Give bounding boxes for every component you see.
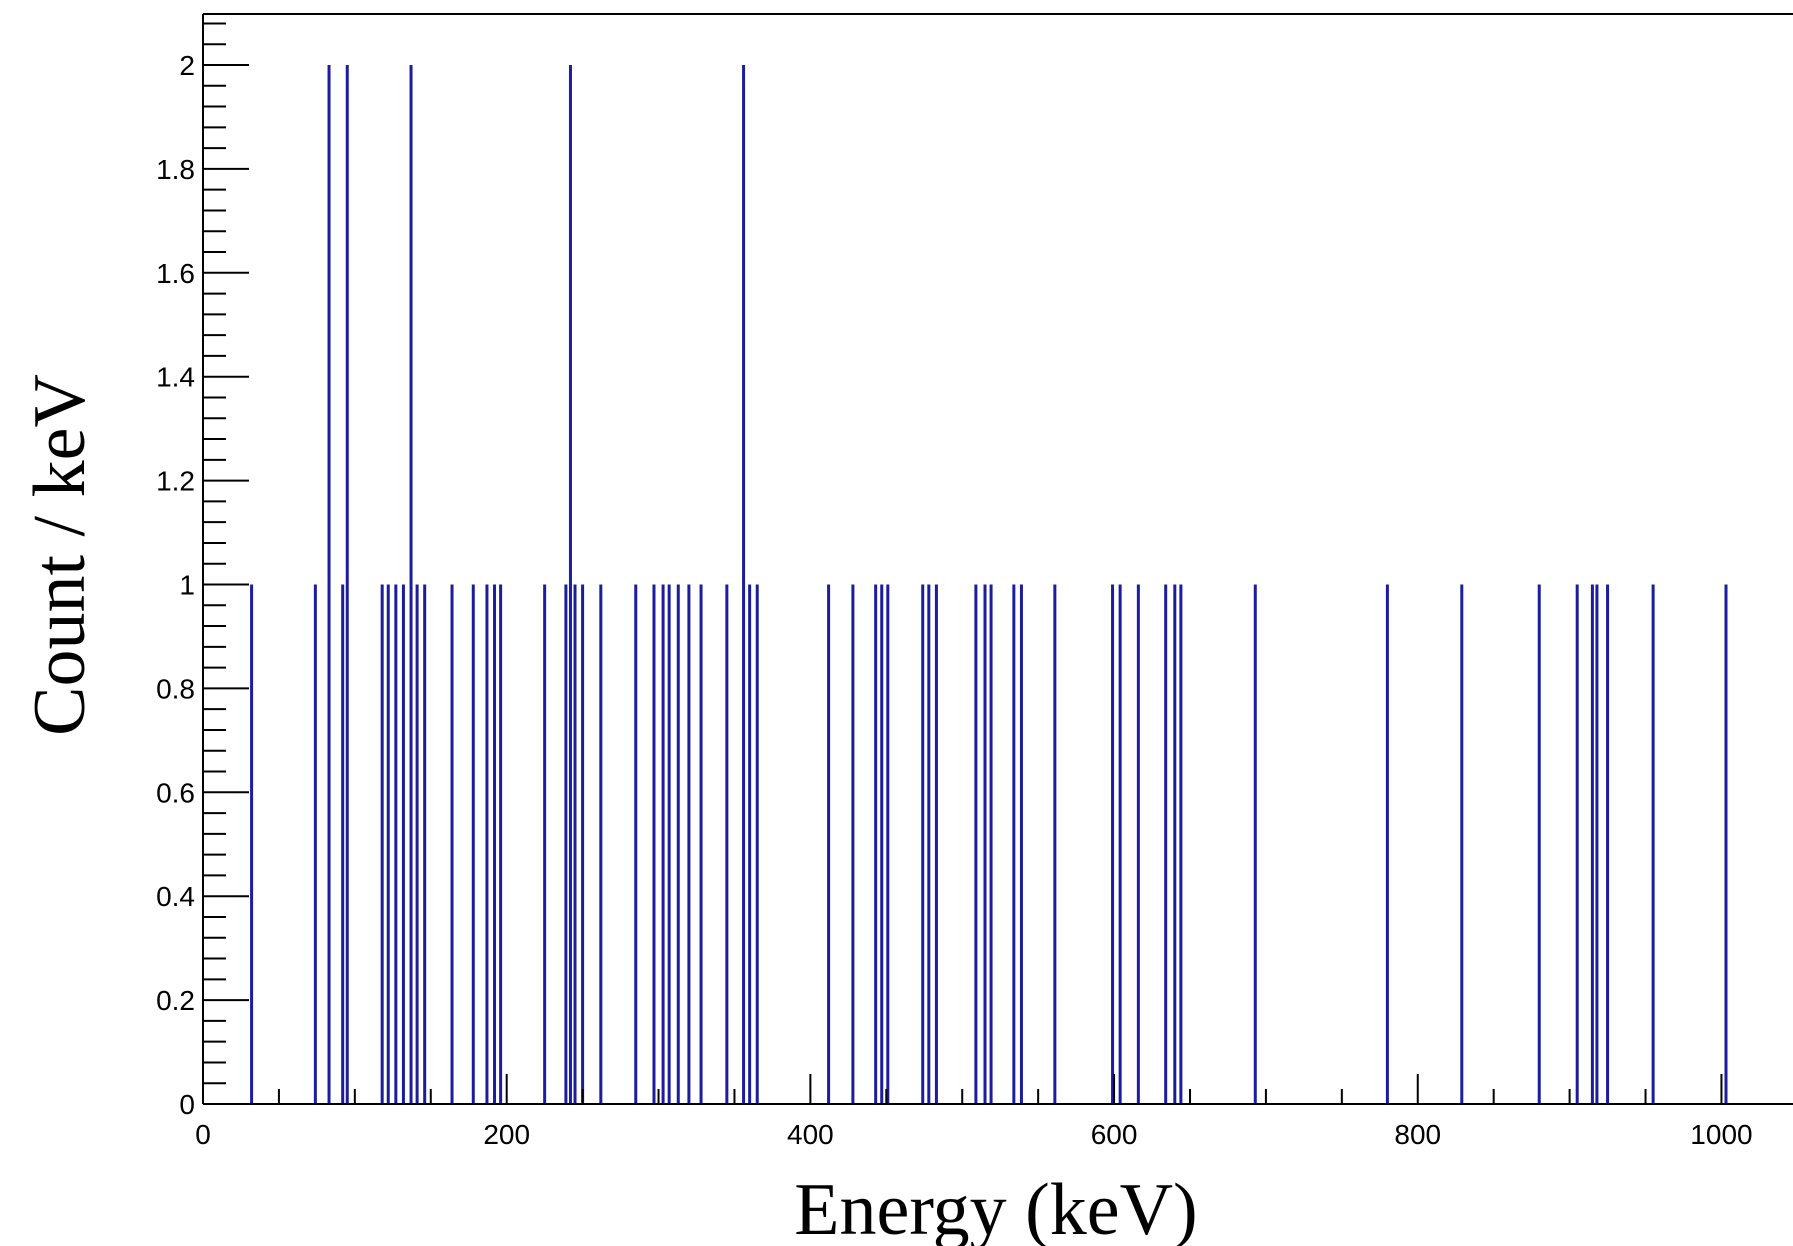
histogram-bar: [1253, 584, 1257, 1104]
histogram-bar: [676, 584, 680, 1104]
histogram-bar: [827, 584, 831, 1104]
histogram-bar: [1460, 584, 1464, 1104]
histogram-bar: [313, 584, 317, 1104]
histogram-bar: [1012, 584, 1016, 1104]
histogram-bar: [450, 584, 454, 1104]
x-tick-label: 600: [1091, 1119, 1138, 1150]
bars-layer: [250, 65, 1728, 1104]
histogram-bar: [401, 584, 405, 1104]
y-tick-label: 0.2: [156, 985, 195, 1016]
y-tick-label: 0.4: [156, 881, 195, 912]
histogram-bar: [989, 584, 993, 1104]
labels-layer: 0 200 400 600 800 1000 0 0.2 0.4 0.6 0.8 1 1.2 1.4 1.6…: [156, 50, 1753, 1150]
x-tick-label: 200: [483, 1119, 530, 1150]
histogram-bar: [886, 584, 890, 1104]
histogram-bar: [1136, 584, 1140, 1104]
ticks-layer: [202, 22, 1723, 1105]
histogram-bar: [725, 584, 729, 1104]
histogram-bar: [485, 584, 489, 1104]
histogram-bar: [1019, 584, 1023, 1104]
y-tick-label: 0.6: [156, 777, 195, 808]
histogram-bar: [394, 584, 398, 1104]
y-tick-label: 1.6: [156, 258, 195, 289]
histogram-bar: [687, 584, 691, 1104]
y-tick-label: 2: [179, 50, 195, 81]
histogram-bar: [1590, 584, 1594, 1104]
histogram-bar: [409, 65, 413, 1104]
histogram-bar: [568, 65, 572, 1104]
histogram-bar: [1575, 584, 1579, 1104]
y-tick-label: 1.2: [156, 466, 195, 497]
histogram-bar: [386, 584, 390, 1104]
histogram-bar: [634, 584, 638, 1104]
x-tick-label: 400: [787, 1119, 834, 1150]
histogram-bar: [934, 584, 938, 1104]
y-tick-label: 1.8: [156, 154, 195, 185]
histogram-bar: [1606, 584, 1610, 1104]
histogram-bar: [1651, 584, 1655, 1104]
y-axis-title: Count / keV: [19, 374, 101, 736]
histogram-bar: [543, 584, 547, 1104]
histogram-bar: [927, 584, 931, 1104]
histogram-bar: [581, 584, 585, 1104]
histogram-bar: [1173, 584, 1177, 1104]
histogram-bar: [661, 584, 665, 1104]
histogram-bar: [380, 584, 384, 1104]
histogram-bar: [1385, 584, 1389, 1104]
histogram-bar: [250, 584, 254, 1104]
histogram-bar: [1537, 584, 1541, 1104]
histogram-bar: [499, 584, 503, 1104]
histogram-bar: [471, 584, 475, 1104]
histogram-bar: [874, 584, 878, 1104]
histogram-bar: [493, 584, 497, 1104]
histogram-bar: [880, 584, 884, 1104]
histogram-bar: [667, 584, 671, 1104]
histogram-bar: [851, 584, 855, 1104]
histogram-bar: [1164, 584, 1168, 1104]
histogram-bar: [1595, 584, 1599, 1104]
histogram-bar: [1118, 584, 1122, 1104]
histogram-bar: [423, 584, 427, 1104]
histogram-bar: [415, 584, 419, 1104]
x-axis-title: Energy (keV): [794, 1169, 1197, 1246]
histogram-bar: [327, 65, 331, 1104]
histogram-bar: [564, 584, 568, 1104]
y-tick-label: 1.4: [156, 362, 195, 393]
y-tick-label: 0: [179, 1089, 195, 1120]
histogram-bar: [974, 584, 978, 1104]
y-tick-label: 0.8: [156, 673, 195, 704]
histogram-bar: [1179, 584, 1183, 1104]
x-tick-label: 0: [195, 1119, 211, 1150]
histogram-bar: [748, 584, 752, 1104]
histogram-bar: [983, 584, 987, 1104]
histogram-bar: [345, 65, 349, 1104]
histogram-bar: [699, 584, 703, 1104]
histogram-bar: [599, 584, 603, 1104]
histogram-bar: [1053, 584, 1057, 1104]
x-tick-label: 1000: [1690, 1119, 1752, 1150]
histogram-bar: [341, 584, 345, 1104]
histogram-bar: [1111, 584, 1115, 1104]
histogram-bar: [755, 584, 759, 1104]
histogram-bar: [1724, 584, 1728, 1104]
histogram-bar: [573, 584, 577, 1104]
histogram-bar: [921, 584, 925, 1104]
x-tick-label: 800: [1394, 1119, 1441, 1150]
y-tick-label: 1: [179, 570, 195, 601]
histogram-bar: [652, 584, 656, 1104]
histogram-bar: [742, 65, 746, 1104]
